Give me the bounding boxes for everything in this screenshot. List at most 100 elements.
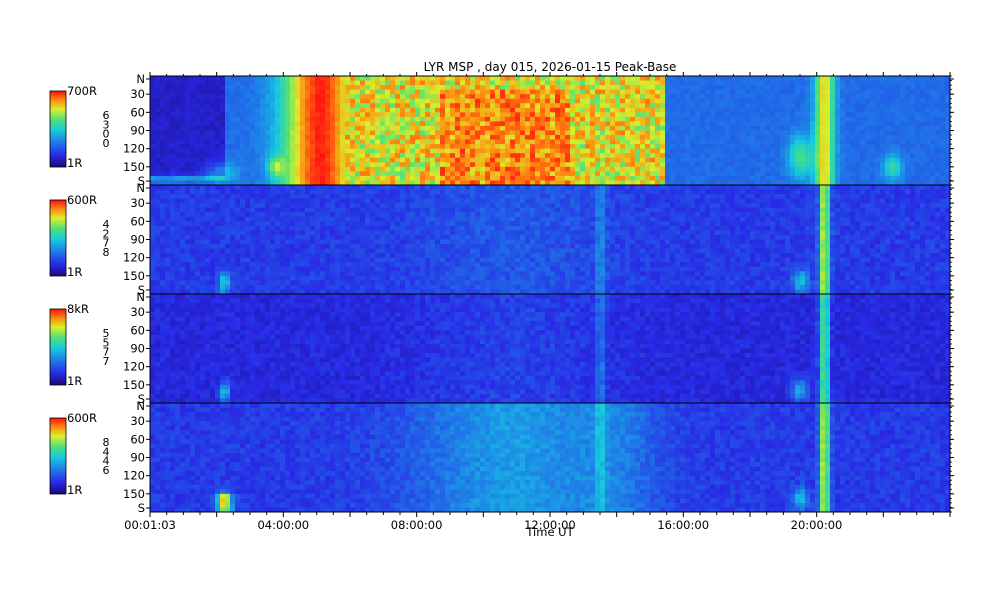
heatmap-cell [270,144,276,150]
heatmap-cell [670,212,676,218]
heatmap-cell [675,94,681,100]
heatmap-cell [200,203,206,209]
heatmap-cell [325,203,331,209]
heatmap-cell [230,212,236,218]
heatmap-cell [905,207,911,213]
heatmap-cell [875,166,881,172]
heatmap-cell [415,166,421,172]
heatmap-cell [525,207,531,213]
heatmap-cell [635,148,641,154]
heatmap-cell [415,139,421,145]
heatmap-cell [660,189,666,195]
heatmap-cell [800,207,806,213]
heatmap-cell [620,162,626,168]
heatmap-cell [245,85,251,91]
heatmap-cell [760,175,766,181]
heatmap-cell [570,94,576,100]
heatmap-cell [440,107,446,113]
heatmap-cell [530,189,536,195]
heatmap-cell [765,103,771,109]
heatmap-cell [490,107,496,113]
heatmap-cell [790,121,796,127]
heatmap-cell [905,125,911,131]
heatmap-cell [735,130,741,136]
heatmap-cell [470,212,476,218]
heatmap-cell [875,203,881,209]
heatmap-cell [415,112,421,118]
heatmap-cell [910,189,916,195]
heatmap-cell [835,80,841,86]
heatmap-cell [865,198,871,204]
heatmap-cell [370,180,376,186]
heatmap-cell [410,144,416,150]
heatmap-cell [735,212,741,218]
heatmap-cell [915,171,921,177]
heatmap-cell [485,166,491,172]
heatmap-cell [680,203,686,209]
heatmap-cell [755,103,761,109]
heatmap-cell [375,98,381,104]
heatmap-cell [590,144,596,150]
heatmap-cell [235,76,241,81]
heatmap-cell [765,157,771,163]
heatmap-cell [665,80,671,86]
heatmap-cell [245,116,251,122]
heatmap-cell [235,166,241,172]
heatmap-cell [485,121,491,127]
heatmap-cell [450,125,456,131]
heatmap-cell [775,212,781,218]
heatmap-cell [730,207,736,213]
heatmap-cell [240,166,246,172]
heatmap-cell [495,130,501,136]
heatmap-cell [490,175,496,181]
heatmap-cell [355,130,361,136]
heatmap-cell [930,185,936,190]
heatmap-cell [665,130,671,136]
heatmap-cell [590,171,596,177]
heatmap-cell [300,125,306,131]
heatmap-cell [785,189,791,195]
heatmap-cell [580,180,586,186]
heatmap-cell [630,189,636,195]
heatmap-cell [250,157,256,163]
heatmap-cell [175,194,181,200]
heatmap-cell [520,135,526,140]
heatmap-cell [535,94,541,100]
heatmap-cell [745,85,751,91]
heatmap-cell [320,203,326,209]
heatmap-cell [225,85,231,91]
heatmap-cell [460,103,466,109]
heatmap-cell [850,153,856,159]
heatmap-cell [855,189,861,195]
heatmap-cell [475,203,481,209]
heatmap-cell [880,148,886,154]
heatmap-cell [310,94,316,100]
heatmap-cell [320,180,326,186]
heatmap-cell [425,162,431,168]
heatmap-cell [210,203,216,209]
heatmap-cell [270,212,276,218]
heatmap-cell [680,85,686,91]
heatmap-cell [555,80,561,86]
heatmap-cell [560,180,566,186]
heatmap-cell [605,103,611,109]
heatmap-cell [525,121,531,127]
heatmap-cell [360,139,366,145]
heatmap-cell [635,212,641,218]
heatmap-cell [575,166,581,172]
heatmap-cell [560,162,566,168]
heatmap-cell [440,89,446,95]
heatmap-cell [185,94,191,100]
heatmap-cell [260,185,266,190]
heatmap-cell [740,98,746,104]
heatmap-cell [285,212,291,218]
heatmap-cell [815,125,821,131]
heatmap-cell [455,148,461,154]
heatmap-cell [515,103,521,109]
heatmap-cell [390,112,396,118]
heatmap-cell [885,153,891,159]
heatmap-cell [175,144,181,150]
heatmap-cell [225,203,231,209]
heatmap-cell [540,112,546,118]
